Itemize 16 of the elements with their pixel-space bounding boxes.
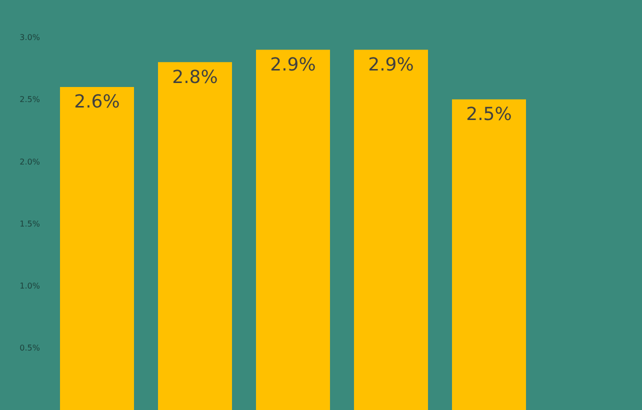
y-tick-label: 1.5%: [20, 219, 40, 228]
data-label: 2.9%: [270, 54, 316, 76]
bar: [60, 86, 134, 410]
data-label: 2.8%: [172, 66, 218, 88]
data-label: 2.5%: [466, 104, 512, 126]
bar: [354, 50, 428, 410]
y-tick-label: 3.0%: [20, 33, 40, 42]
bar: [256, 50, 330, 410]
data-label: 2.9%: [368, 54, 414, 76]
y-tick-label: 0.5%: [20, 344, 40, 353]
data-label: 2.6%: [74, 92, 120, 113]
bar: [158, 62, 232, 410]
y-tick-label: 2.0%: [20, 157, 40, 166]
y-tick-label: 1.0%: [20, 282, 40, 291]
y-tick-label: 2.5%: [20, 95, 40, 104]
bar: [452, 99, 526, 410]
